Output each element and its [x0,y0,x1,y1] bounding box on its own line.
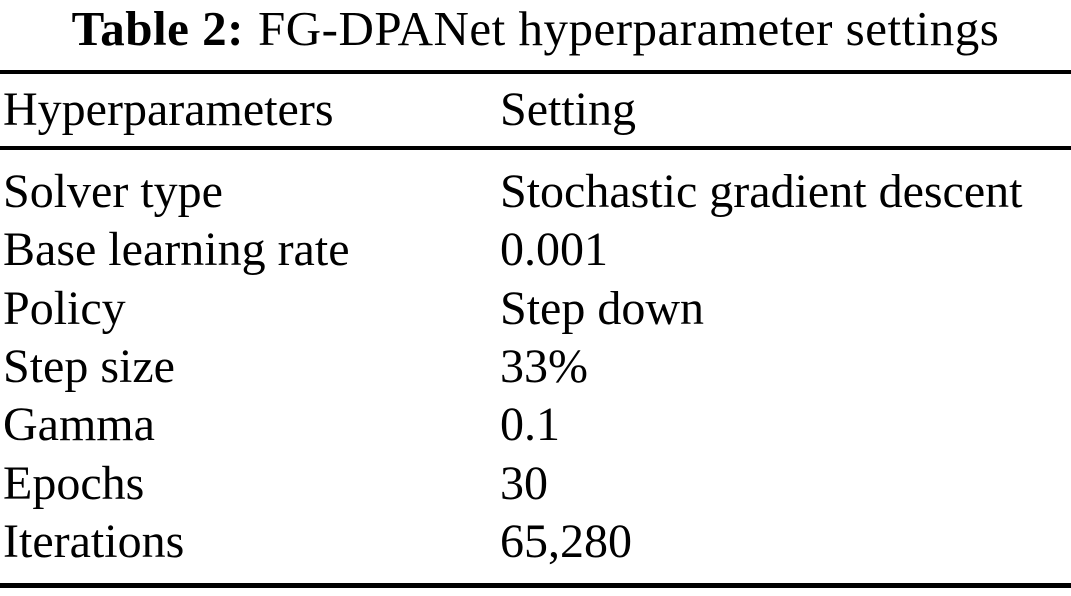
hyperparameter-name: Iterations [3,515,185,568]
table-caption-title: FG-DPANet hyperparameter settings [257,1,1000,56]
hyperparameter-value: 0.1 [500,398,560,451]
table-caption-label: Table 2: [71,1,244,56]
hyperparameter-value: 33% [500,340,588,393]
hyperparameter-value: Step down [500,282,704,335]
hyperparameter-value: 30 [500,457,548,510]
hyperparameter-name: Solver type [3,165,223,218]
table-top-rule [0,70,1071,74]
hyperparameter-name: Step size [3,340,175,393]
hyperparameter-value: 0.001 [500,223,608,276]
table-caption: Table 2: FG-DPANet hyperparameter setting… [0,0,1071,57]
hyperparameter-name: Base learning rate [3,223,350,276]
hyperparameter-name: Epochs [3,457,145,510]
table-header-rule [0,146,1071,150]
table-bottom-rule [0,583,1071,588]
column-header-hyperparameters: Hyperparameters [3,83,334,136]
hyperparameter-value: 65,280 [500,515,632,568]
hyperparameter-name: Gamma [3,398,155,451]
column-header-setting: Setting [500,83,637,136]
hyperparameter-name: Policy [3,282,126,335]
hyperparameter-value: Stochastic gradient descent [500,165,1023,218]
